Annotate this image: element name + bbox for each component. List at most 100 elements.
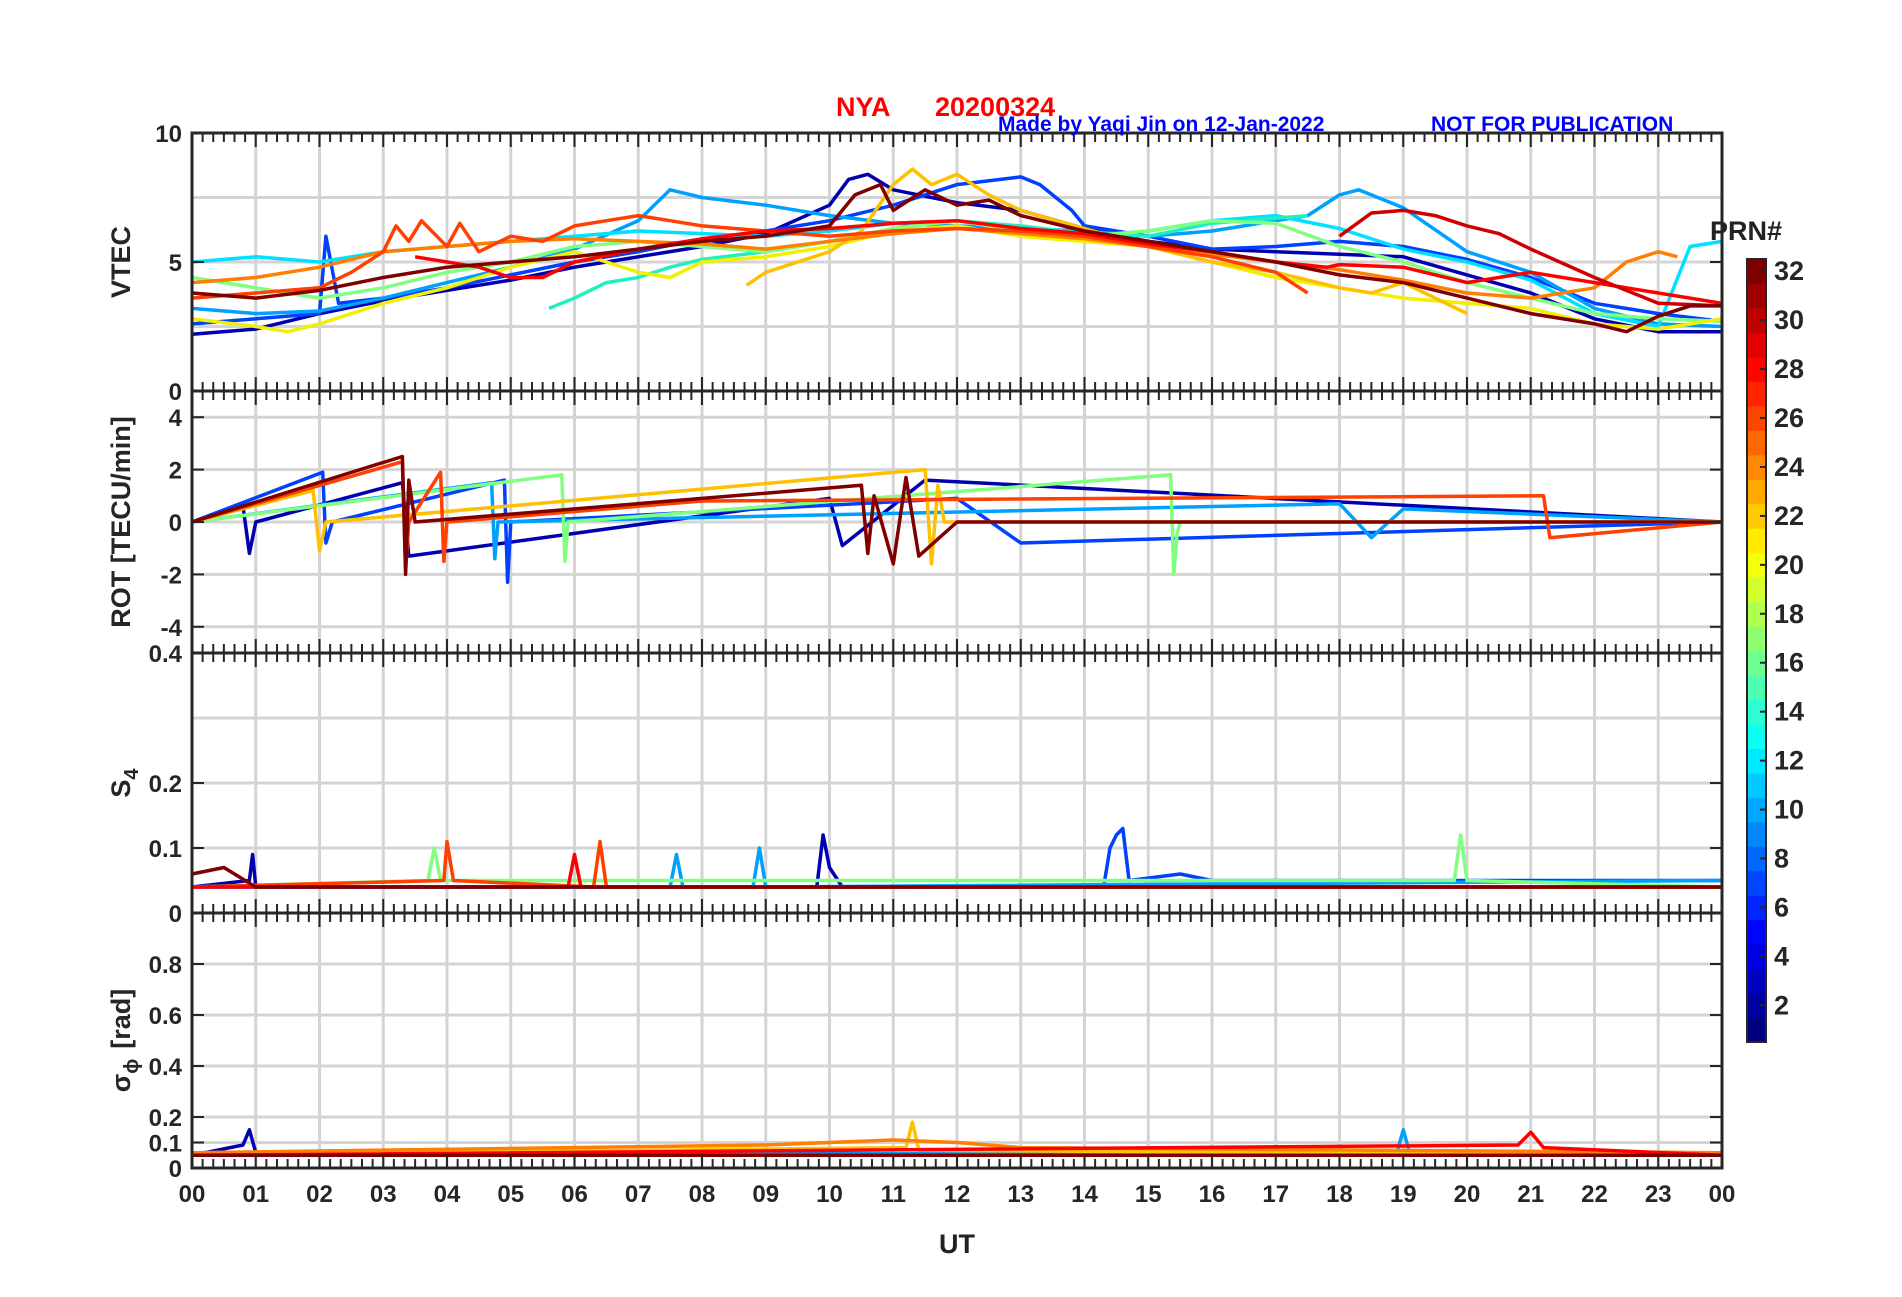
colorbar-tick-label: 30 (1774, 305, 1804, 335)
colorbar-cell (1747, 479, 1766, 505)
colorbar-tick-label: 10 (1774, 795, 1804, 825)
colorbar-tick-label: 20 (1774, 550, 1804, 580)
colorbar-cell (1747, 919, 1766, 945)
colorbar-cell (1747, 405, 1766, 431)
colorbar-gradient (1746, 258, 1767, 1043)
series-line-prn-26 (191, 839, 1722, 889)
x-tick-label: 13 (1007, 1181, 1034, 1208)
panel-sigphi: 00.10.2 0.4 0.6 0.8σϕ[rad] (106, 911, 1724, 1183)
y-tick-label: 0 (169, 379, 182, 406)
colorbar-tick-label: 14 (1774, 697, 1804, 727)
colorbar-cell (1747, 503, 1766, 529)
x-tick-label: 06 (561, 1181, 588, 1208)
x-tick-label: 19 (1390, 1181, 1417, 1208)
colorbar-tick-label: 8 (1774, 843, 1789, 873)
x-tick-label: 00 (179, 1181, 206, 1208)
x-tick-label: 09 (752, 1181, 779, 1208)
series-line-prn-9 (191, 480, 1723, 561)
y-tick-label: -2 (161, 562, 182, 589)
colorbar-tick-label: 6 (1774, 892, 1789, 922)
y-tick-label: 2 (169, 458, 182, 485)
colorbar-cell (1747, 723, 1766, 749)
x-tick-label: 15 (1135, 1181, 1162, 1208)
x-tick-label: 07 (625, 1181, 652, 1208)
colorbar-cell (1747, 601, 1766, 627)
credit-text: Made by Yaqi Jin on 12-Jan-2022 (998, 113, 1324, 136)
series-line-prn-22 (191, 467, 1722, 566)
y-tick-label: 0 (169, 901, 182, 928)
x-tick-label: 04 (434, 1181, 461, 1208)
colorbar-cell (1747, 356, 1766, 382)
x-tick-label: 17 (1262, 1181, 1289, 1208)
x-tick-label: 16 (1199, 1181, 1226, 1208)
y-tick-label: 0.1 (149, 836, 182, 863)
x-tick-label: 02 (306, 1181, 333, 1208)
y-tick-label: 0 (169, 1156, 182, 1183)
series-line-prn-28 (414, 218, 1723, 306)
colorbar-cell (1747, 577, 1766, 603)
panel-vtec: 0 5 10 VTEC (106, 121, 1724, 406)
colorbar-cell (1747, 626, 1766, 652)
colorbar-frame (1746, 258, 1767, 1043)
y-tick-label: 0.2 (149, 1105, 182, 1132)
x-tick-label: 14 (1071, 1181, 1098, 1208)
colorbar-cell (1747, 944, 1766, 970)
colorbar-cell (1747, 307, 1766, 334)
x-tick-label: 01 (242, 1181, 269, 1208)
colorbar-cell (1747, 993, 1766, 1019)
colorbar-cell (1747, 381, 1766, 407)
colorbar-cell (1747, 968, 1766, 994)
y-axis-label: S4 (106, 768, 143, 798)
y-tick-label: 0.4 (149, 641, 183, 668)
x-tick-label: 22 (1581, 1181, 1608, 1208)
x-tick-label: 08 (689, 1181, 716, 1208)
colorbar-tick-label: 22 (1774, 501, 1804, 531)
colorbar-cell (1747, 674, 1766, 701)
colorbar-cell (1747, 821, 1766, 847)
series-line-prn-30 (1338, 208, 1723, 308)
colorbar-cell (1747, 528, 1766, 554)
colorbar-tick-label: 16 (1774, 648, 1804, 678)
y-tick-label: 0.8 (149, 952, 182, 979)
colorbar-tick-label: 32 (1774, 256, 1804, 286)
colorbar-cell (1747, 748, 1766, 774)
panel-rot: -4 -2 0 2 4 ROT [TECU/min] (106, 389, 1724, 655)
panel-s4: 0 0.1 0.2 0.4 S4 (106, 641, 1724, 928)
colorbar-cell (1747, 552, 1766, 578)
x-tick-label: 23 (1645, 1181, 1672, 1208)
colorbar-cell (1747, 772, 1766, 798)
colorbar-cell (1747, 797, 1766, 823)
y-tick-label: 0 (169, 510, 182, 537)
colorbar-tick-label: 12 (1774, 746, 1804, 776)
colorbar-cell (1747, 454, 1766, 480)
series-line-prn-16 (191, 473, 1722, 577)
y-tick-label: 0.1 (149, 1131, 182, 1158)
y-tick-label: 0.6 (149, 1003, 182, 1030)
series-line-prn-26 (191, 213, 1309, 300)
x-tick-label: 12 (944, 1181, 971, 1208)
colorbar-tick-label: 24 (1774, 452, 1804, 482)
series-line-prn-5 (192, 826, 1722, 889)
x-tick-label: 20 (1454, 1181, 1481, 1208)
x-tick-label: 03 (370, 1181, 397, 1208)
colorbar-tick-label: 2 (1774, 990, 1789, 1020)
series-line-prn-32 (191, 182, 1722, 334)
colorbar-cell (1747, 283, 1766, 309)
title-station: NYA (836, 92, 891, 122)
x-tick-label: 10 (816, 1181, 843, 1208)
colorbar-label: PRN# (1710, 216, 1782, 246)
series-line-prn-16 (191, 833, 1723, 889)
series-line-prn-22 (745, 167, 1468, 316)
series-line-prn-32 (191, 865, 1722, 889)
colorbar-cell (1747, 332, 1766, 358)
notice-text: NOT FOR PUBLICATION (1431, 113, 1673, 136)
y-tick-label: 10 (155, 121, 182, 148)
series-line-prn-28 (191, 1130, 1723, 1158)
colorbar-tick-label: 18 (1774, 599, 1804, 629)
colorbar-tick-label: 4 (1774, 941, 1789, 971)
y-tick-label: 0.2 (149, 771, 182, 798)
colorbar-tick-label: 26 (1774, 403, 1804, 433)
